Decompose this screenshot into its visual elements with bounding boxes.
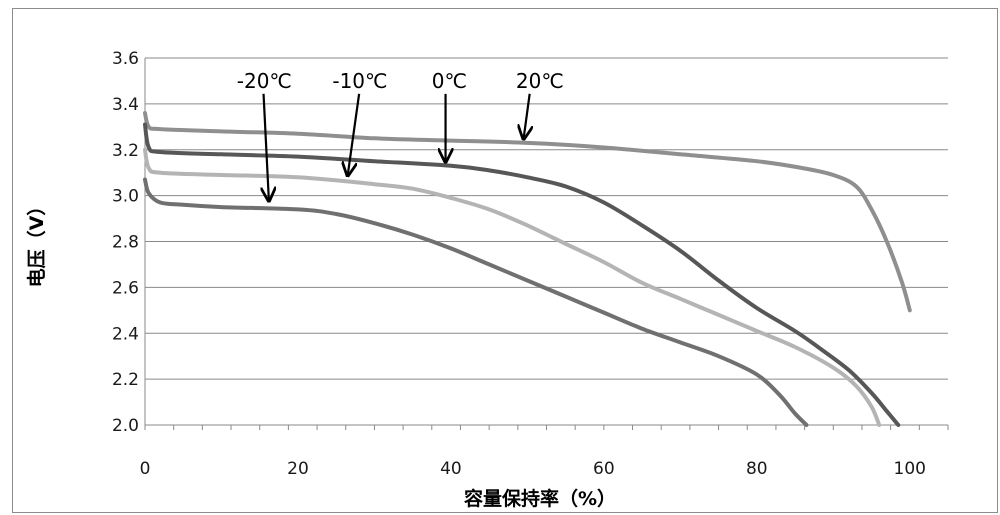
- x-tick-label: 100: [894, 459, 926, 479]
- y-tick-label: 3.2: [112, 141, 139, 161]
- x-tick-label: 0: [140, 459, 151, 479]
- series-lines: [143, 111, 912, 427]
- annotation-arrow-0: [264, 93, 269, 201]
- series-line-3: [143, 177, 809, 427]
- x-tick-label: 80: [746, 459, 768, 479]
- annotations: -20℃ -10℃ 0℃ 20℃: [237, 69, 564, 201]
- series-line-0: [143, 111, 912, 313]
- annotation-arrow-3: [524, 93, 530, 139]
- x-tick-label: 60: [593, 459, 615, 479]
- x-tick-label: 40: [440, 459, 462, 479]
- y-tick-label: 2.8: [112, 233, 139, 253]
- y-tick-label: 2.2: [112, 370, 139, 390]
- y-tick-label: 3.6: [112, 49, 139, 69]
- y-tick-label: 2.6: [112, 278, 139, 298]
- x-axis-title: 容量保持率（%）: [464, 487, 616, 510]
- y-tick-label: 2.0: [112, 416, 139, 436]
- y-tick-label: 3.4: [112, 95, 139, 115]
- annotation-label-3: 20℃: [516, 69, 564, 93]
- tick-labels: 2.0 2.2 2.4 2.6 2.8 3.0 3.2 3.4 3.6 0 20 40 60 80 100: [112, 49, 926, 479]
- y-tick-label: 3.0: [112, 187, 139, 207]
- series-line-2: [143, 147, 882, 427]
- annotation-label-2: 0℃: [432, 69, 467, 93]
- y-tick-label: 2.4: [112, 324, 139, 344]
- annotation-label-1: -10℃: [332, 69, 387, 93]
- series-line-1: [143, 122, 901, 427]
- annotation-arrow-1: [348, 93, 361, 176]
- x-tick-label: 20: [287, 459, 309, 479]
- y-axis-title: 电压（V）: [25, 197, 48, 288]
- annotation-label-0: -20℃: [237, 69, 292, 93]
